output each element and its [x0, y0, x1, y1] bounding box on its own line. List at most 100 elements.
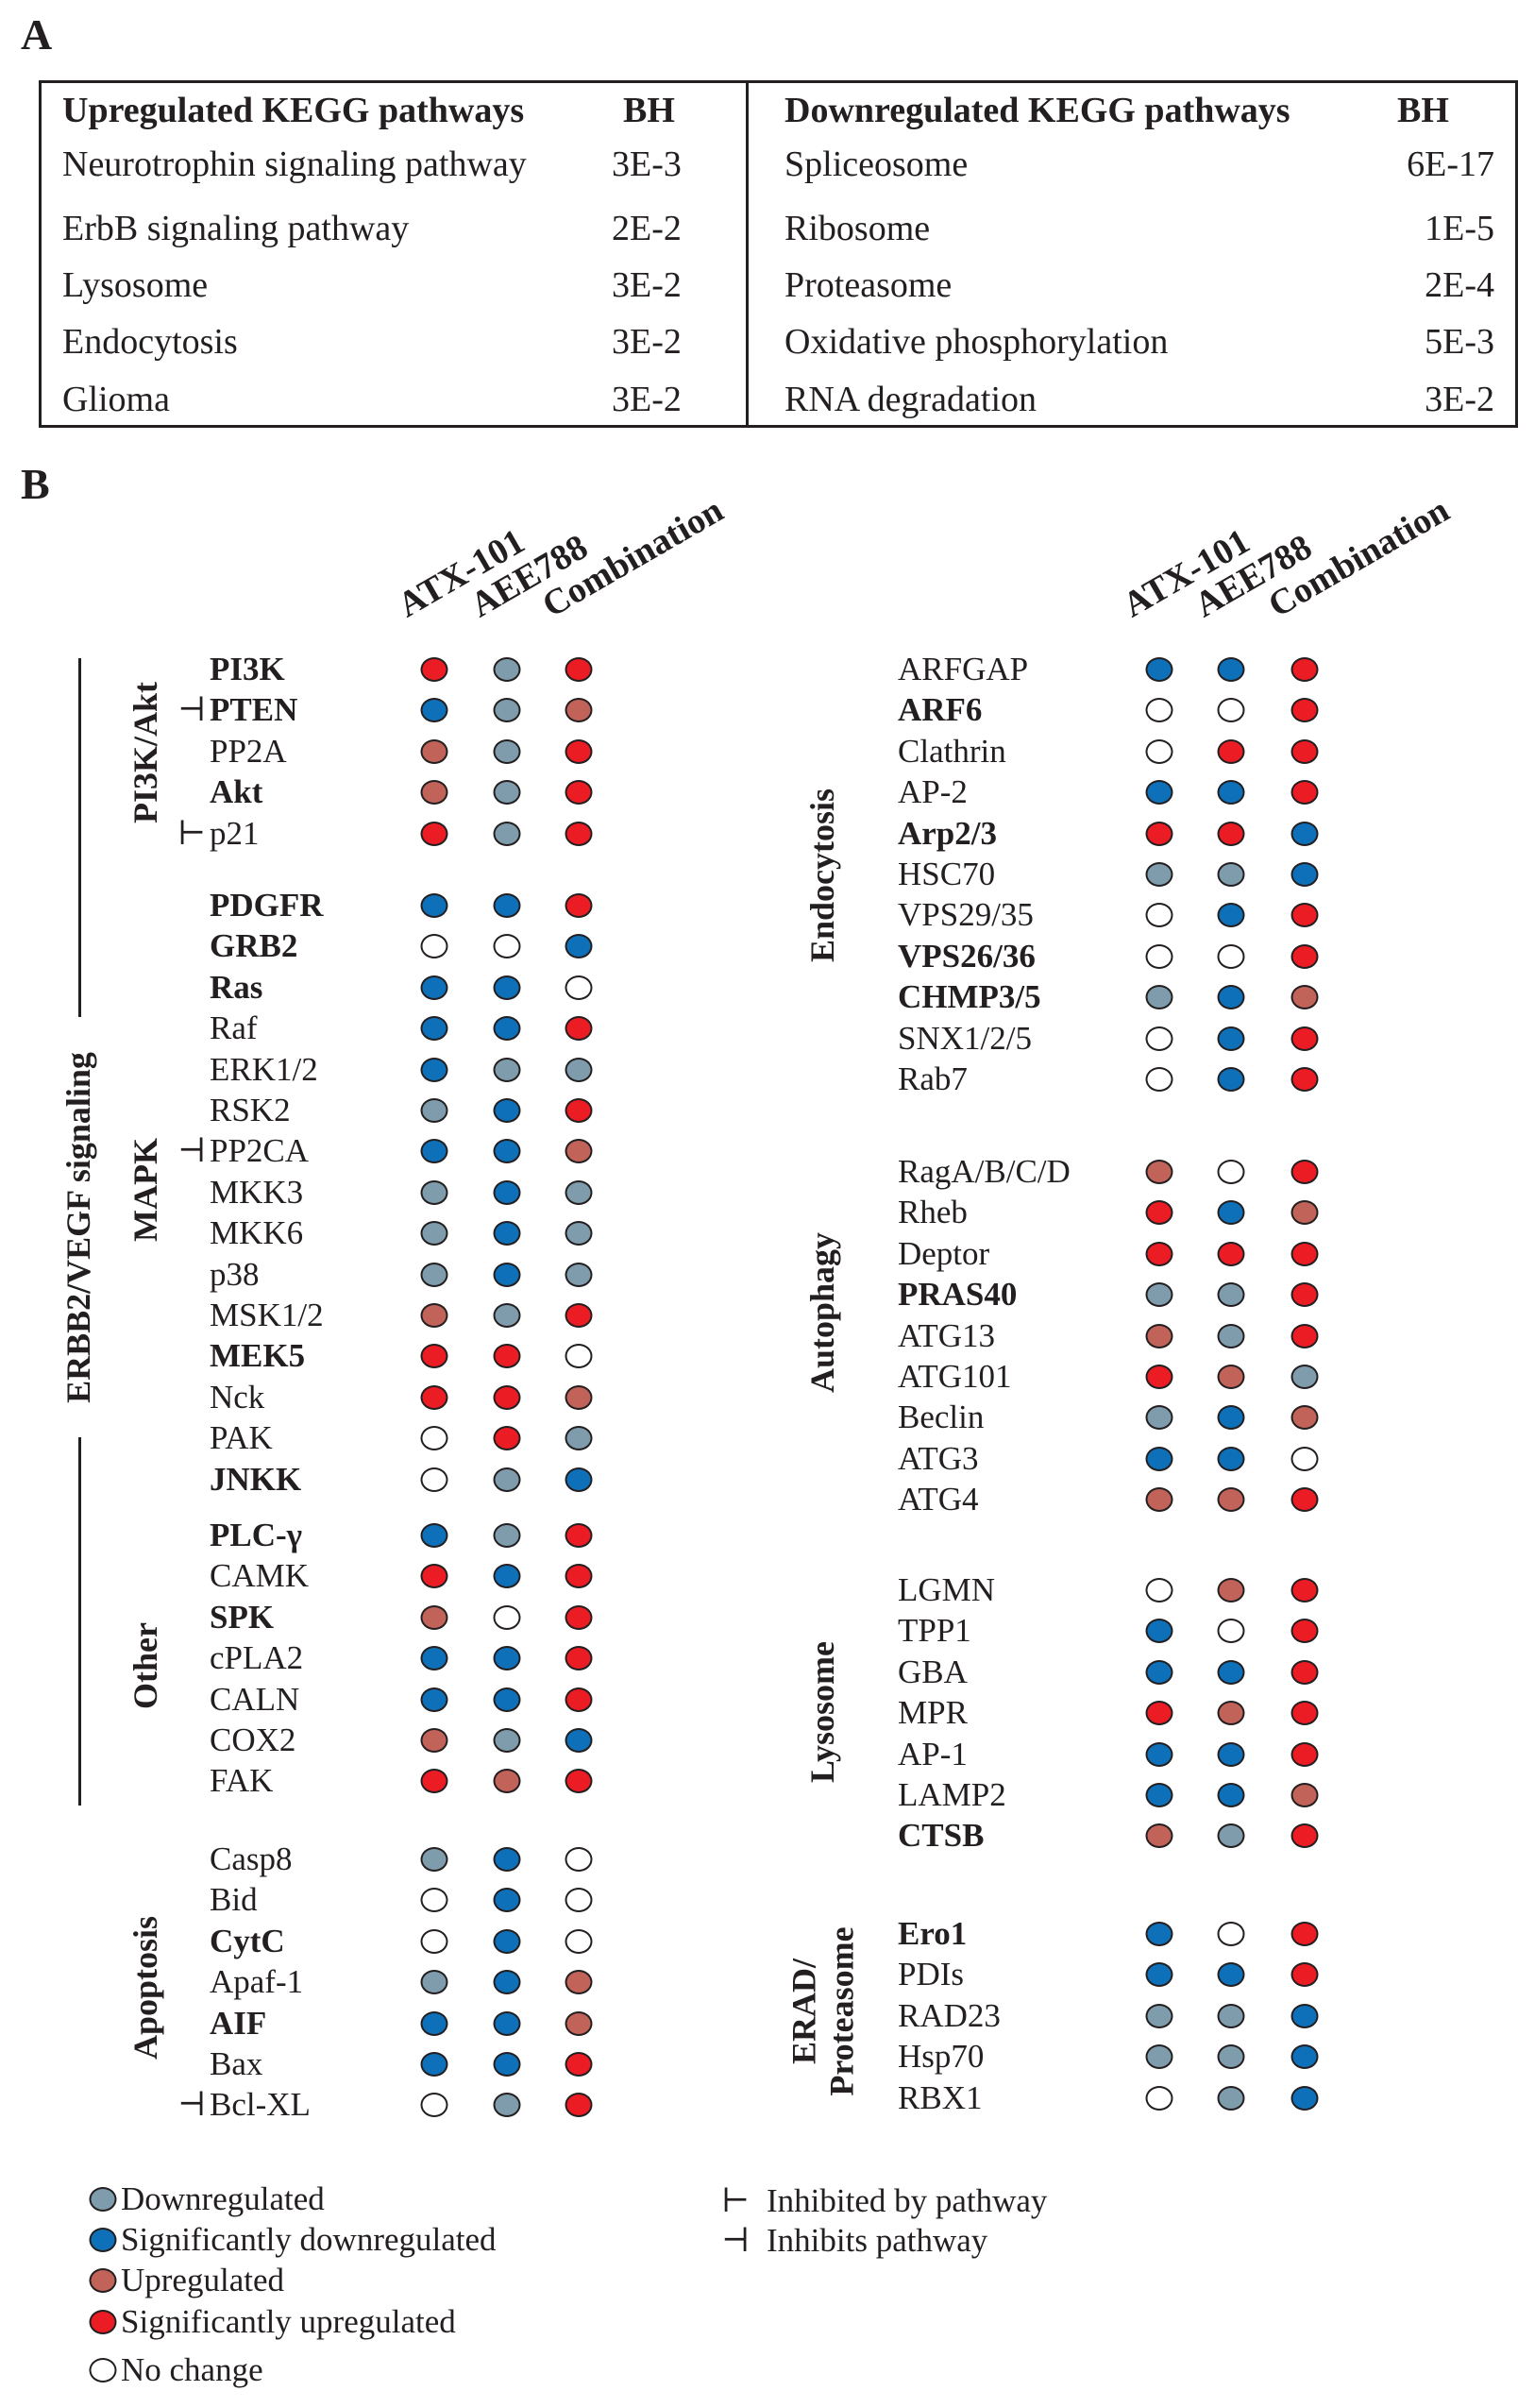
expression-dot — [1145, 862, 1173, 887]
gene-label: MEK5 — [210, 1337, 306, 1375]
expression-dot — [1290, 1067, 1319, 1092]
super-group-label: ERBB2/VEGF signaling — [59, 1052, 98, 1403]
expression-dot — [420, 1467, 448, 1492]
expression-dot — [1290, 698, 1319, 723]
expression-dot — [1145, 2044, 1173, 2070]
gene-label: SNX1/2/5 — [898, 1019, 1032, 1057]
symbol-legend-icon: ⊣ — [721, 2222, 751, 2259]
expression-dot — [1290, 1241, 1319, 1266]
expression-dot — [565, 1523, 593, 1548]
expression-dot — [420, 1139, 448, 1164]
gene-label: RAD23 — [898, 1996, 1001, 2034]
expression-dot — [1145, 821, 1173, 846]
super-group-line-bottom — [78, 1437, 81, 1806]
expression-dot — [420, 1728, 448, 1753]
expression-dot — [565, 1179, 593, 1205]
expression-dot — [1290, 1160, 1319, 1184]
gene-label: p38 — [210, 1255, 260, 1293]
expression-dot — [493, 1139, 521, 1164]
expression-dot — [1290, 780, 1319, 805]
gene-label: HSC70 — [898, 856, 996, 892]
expression-dot — [1290, 1962, 1319, 1988]
expression-dot — [1145, 1405, 1173, 1431]
expression-dot — [1217, 862, 1245, 887]
expression-dot — [1290, 1783, 1319, 1807]
expression-dot — [420, 738, 448, 764]
gene-label: GRB2 — [210, 927, 298, 965]
down-pathway-name: Proteasome — [784, 265, 953, 305]
expression-dot — [493, 1970, 521, 1995]
expression-dot — [565, 1646, 593, 1671]
gene-label: RBX1 — [898, 2078, 983, 2116]
gene-label: MPR — [898, 1694, 968, 1732]
legend-dot — [89, 2358, 117, 2383]
expression-dot — [1217, 1160, 1245, 1184]
expression-dot — [1217, 2003, 1245, 2028]
expression-dot — [420, 1426, 448, 1451]
expression-dot — [565, 1057, 593, 1082]
expression-dot — [420, 2052, 448, 2077]
expression-dot — [1145, 1241, 1173, 1266]
expression-dot — [1217, 1922, 1245, 1946]
expression-dot — [565, 1847, 593, 1872]
gene-label: Rab7 — [898, 1060, 968, 1097]
gene-label: PDGFR — [210, 887, 324, 924]
expression-dot — [1290, 1701, 1319, 1726]
super-group-line-top — [78, 658, 81, 1017]
expression-dot — [1290, 2085, 1319, 2111]
gene-label: MKK3 — [210, 1173, 304, 1211]
gene-label: ATG3 — [898, 1439, 979, 1477]
expression-dot — [1290, 985, 1319, 1010]
expression-dot — [420, 975, 448, 1000]
expression-dot — [420, 1970, 448, 1995]
expression-dot — [1290, 1026, 1319, 1051]
expression-dot — [1290, 738, 1319, 764]
expression-dot — [565, 1262, 593, 1287]
expression-dot — [1217, 2085, 1245, 2111]
expression-dot — [493, 1888, 521, 1913]
expression-dot — [493, 2052, 521, 2077]
expression-dot — [493, 1769, 521, 1794]
expression-dot — [1145, 780, 1173, 805]
expression-dot — [1290, 1282, 1319, 1308]
expression-dot — [1145, 1741, 1173, 1767]
expression-dot — [565, 1303, 593, 1328]
inhibit-symbol: ⊣ — [177, 1132, 207, 1170]
gene-label: RSK2 — [210, 1092, 291, 1128]
gene-label: RagA/B/C/D — [898, 1153, 1071, 1190]
panel-b-letter: B — [21, 460, 50, 508]
down-pathway-bh: 6E-17 — [1407, 144, 1494, 184]
panel-a-letter: A — [21, 10, 53, 59]
group-label: Endocytosis — [803, 788, 842, 963]
up-pathway-bh: 3E-2 — [612, 322, 682, 362]
expression-dot — [1290, 1823, 1319, 1849]
expression-dot — [1217, 1067, 1245, 1092]
expression-dot — [420, 1016, 448, 1042]
kegg-pathways-table: Upregulated KEGG pathways BH Downregulated… — [39, 80, 1518, 428]
expression-dot — [420, 821, 448, 846]
expression-dot — [420, 780, 448, 805]
legend-dot — [89, 2310, 117, 2334]
expression-dot — [1145, 985, 1173, 1010]
expression-dot — [565, 1344, 593, 1369]
expression-dot — [565, 780, 593, 805]
gene-label: LGMN — [898, 1571, 996, 1608]
expression-dot — [493, 1016, 521, 1042]
expression-dot — [1290, 1741, 1319, 1767]
gene-label: CytC — [210, 1922, 285, 1959]
expression-dot — [1145, 1701, 1173, 1726]
expression-dot — [420, 1646, 448, 1671]
expression-dot — [565, 1426, 593, 1451]
gene-label: COX2 — [210, 1721, 296, 1758]
gene-label: Casp8 — [210, 1840, 293, 1877]
expression-dot — [565, 1970, 593, 1995]
expression-dot — [1290, 903, 1319, 928]
expression-dot — [1217, 657, 1245, 682]
expression-dot — [1290, 1578, 1319, 1603]
gene-label: Apaf-1 — [210, 1963, 304, 2001]
expression-dot — [1145, 1962, 1173, 1988]
gene-label: Bcl-XL — [210, 2086, 311, 2124]
legend-dot — [89, 2268, 117, 2293]
expression-dot — [420, 657, 448, 682]
up-pathway-name: ErbB signaling pathway — [62, 209, 410, 248]
